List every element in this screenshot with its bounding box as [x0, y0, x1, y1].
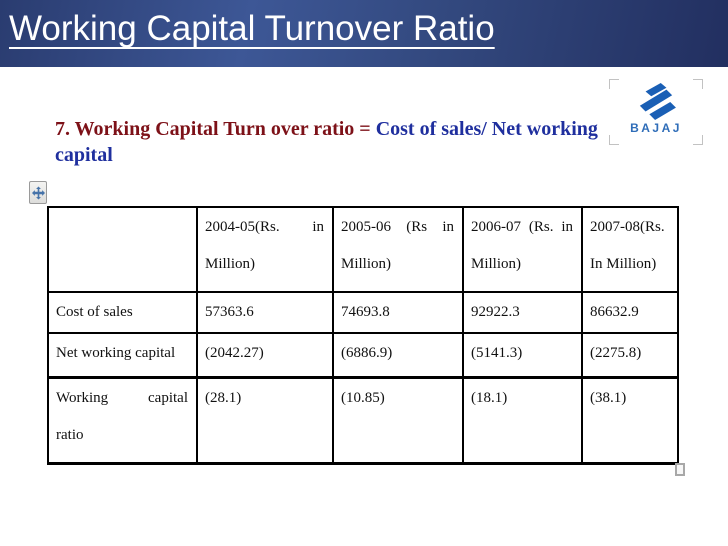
header-cell-2006-07: 2006-07 (Rs. in Million)	[462, 206, 583, 293]
row-label: Working capital ratio	[47, 375, 198, 465]
crop-mark-top-left	[609, 79, 619, 89]
header-text: 2004-05(Rs.	[205, 219, 280, 235]
header-cell-2007-08: 2007-08(Rs. In Million)	[581, 206, 679, 293]
header-text: Million)	[205, 256, 256, 272]
slide-title: Working Capital Turnover Ratio	[9, 9, 495, 48]
working-capital-table: 2004-05(Rs. in Million) 2005-06 (Rs in Mill…	[47, 206, 679, 465]
header-cell-empty	[47, 206, 198, 293]
row-label: Cost of sales	[47, 291, 198, 334]
slide-title-bar: Working Capital Turnover Ratio	[0, 0, 728, 67]
table-row-cost-of-sales: Cost of sales 57363.6 74693.8 92922.3 86…	[47, 291, 679, 334]
header-text: (Rs.	[528, 219, 554, 235]
header-text: in	[312, 219, 324, 235]
bajaj-flying-b-icon	[639, 82, 676, 120]
table-cell: 74693.8	[332, 291, 464, 334]
table-cell: 92922.3	[462, 291, 583, 334]
ratio-heading-formula: Cost of sales/ Net working capital	[55, 118, 603, 166]
header-text: in	[561, 219, 573, 235]
table-row-net-working-capital: Net working capital (2042.27) (6886.9) (…	[47, 332, 679, 378]
header-text: in	[442, 219, 454, 235]
table-row-working-capital-ratio: Working capital ratio (28.1) (10.85) (18.…	[47, 375, 679, 465]
table-cell: (5141.3)	[462, 332, 583, 378]
move-arrows-icon	[31, 186, 45, 199]
ratio-heading-name: 7. Working Capital Turn over ratio =	[55, 118, 376, 140]
table-cell: (10.85)	[332, 375, 464, 465]
table-move-handle[interactable]	[29, 181, 47, 204]
bajaj-logo: BAJAJ	[609, 79, 703, 145]
table-cell: (2042.27)	[196, 332, 334, 378]
header-text: (Rs	[406, 219, 428, 235]
row-label-text: capital	[148, 389, 188, 406]
row-label-text: Working	[56, 389, 109, 406]
crop-mark-bottom-left	[609, 135, 619, 145]
header-cell-2004-05: 2004-05(Rs. in Million)	[196, 206, 334, 293]
header-cell-2005-06: 2005-06 (Rs in Million)	[332, 206, 464, 293]
header-text: Million)	[341, 256, 392, 272]
table-cell: (38.1)	[581, 375, 679, 465]
table-header-row: 2004-05(Rs. in Million) 2005-06 (Rs in Mill…	[47, 206, 679, 293]
table-cell: 86632.9	[581, 291, 679, 334]
row-label-text: Net working capital	[56, 345, 176, 361]
table-cell: 57363.6	[196, 291, 334, 334]
table-cell: (18.1)	[462, 375, 583, 465]
ratio-heading: 7. Working Capital Turn over ratio = Cos…	[55, 116, 655, 168]
table-resize-handle[interactable]	[675, 463, 685, 476]
row-label: Net working capital	[47, 332, 198, 378]
table-cell: (2275.8)	[581, 332, 679, 378]
header-text: 2007-08(Rs.	[590, 219, 665, 235]
bajaj-wordmark: BAJAJ	[630, 121, 682, 135]
row-label-text: ratio	[56, 426, 84, 443]
header-text: In Million)	[590, 256, 657, 272]
header-text: 2005-06	[341, 219, 391, 235]
header-text: 2006-07	[471, 219, 521, 235]
crop-mark-top-right	[693, 79, 703, 89]
row-label-text: Cost of sales	[56, 304, 133, 320]
crop-mark-bottom-right	[693, 135, 703, 145]
header-text: Million)	[471, 256, 522, 272]
table-cell: (28.1)	[196, 375, 334, 465]
table-cell: (6886.9)	[332, 332, 464, 378]
